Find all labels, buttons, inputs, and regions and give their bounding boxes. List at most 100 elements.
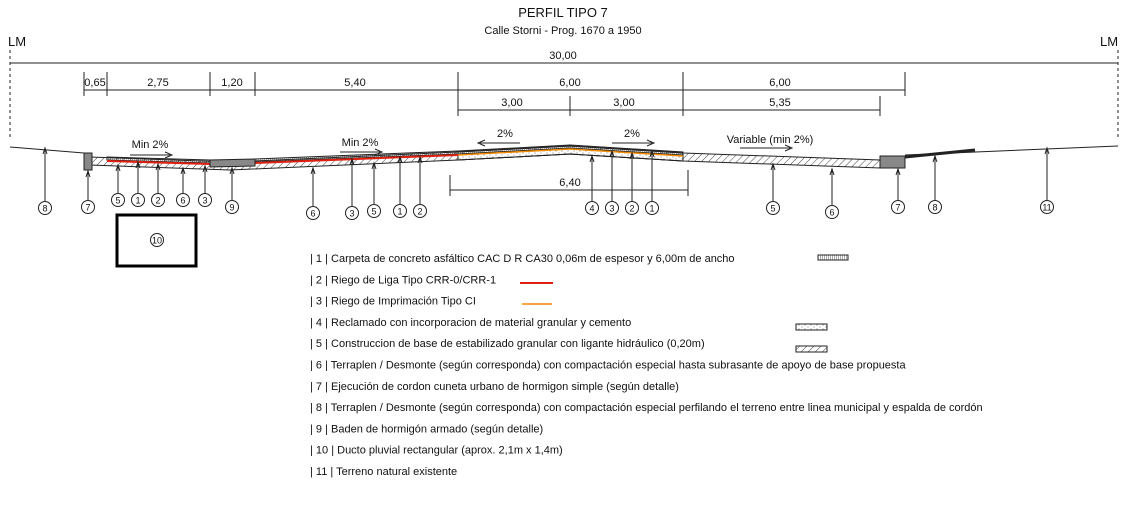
- dim: 5,40: [344, 77, 365, 89]
- callout-circle: [891, 200, 905, 214]
- leader-arrow: [229, 166, 235, 175]
- callout-circle: [81, 200, 95, 214]
- title: PERFIL TIPO 7: [518, 5, 608, 20]
- callout-circle: [645, 201, 659, 215]
- leader-arrow: [397, 155, 403, 164]
- dim: 6,40: [559, 177, 580, 189]
- legend-item: | 6 | Terraplen / Desmonte (según corres…: [310, 360, 906, 372]
- callout-label: 5: [770, 204, 775, 214]
- callout-label: 7: [85, 203, 90, 213]
- callout-label: 3: [202, 196, 207, 206]
- dim: 3,00: [501, 97, 522, 109]
- leader-arrow: [609, 149, 615, 158]
- callout-label: 3: [349, 209, 354, 219]
- leader-arrow: [932, 154, 938, 163]
- callout-label: 9: [229, 203, 234, 213]
- leader-arrow: [135, 160, 141, 169]
- callout-label: 8: [42, 204, 47, 214]
- leader-arrow: [1044, 146, 1050, 155]
- callout-circle: [766, 201, 780, 215]
- callout-circle: [306, 206, 320, 220]
- callout-circle: [1040, 200, 1054, 214]
- callout-label: 10: [152, 236, 162, 246]
- callout-label: 11: [1042, 203, 1051, 213]
- callout-circle: [393, 204, 407, 218]
- legend-item: | 3 | Riego de Imprimación Tipo CI: [310, 296, 476, 308]
- callout-label: 7: [895, 203, 900, 213]
- leader-arrow: [349, 157, 355, 166]
- road-profile: [9, 139, 1119, 268]
- legend-swatches: [520, 254, 849, 353]
- callout-circle: [38, 201, 52, 215]
- leader-arrow: [115, 163, 121, 172]
- leader-arrow: [649, 149, 655, 158]
- callout-label: 2: [417, 207, 422, 217]
- leader-arrow: [589, 154, 595, 163]
- leader-arrow: [895, 167, 901, 176]
- callout-circle: [825, 205, 839, 219]
- callout-circle: [151, 193, 165, 207]
- dim: 6,00: [769, 77, 790, 89]
- callout-circle: [176, 193, 190, 207]
- callout-label: 1: [649, 204, 654, 214]
- callout-label: 1: [397, 207, 402, 217]
- callout-circle: [367, 204, 381, 218]
- dim: 1,20: [221, 77, 242, 89]
- leader-arrow: [417, 155, 423, 164]
- leader-arrow: [629, 151, 635, 160]
- slope-label: 2%: [624, 128, 640, 140]
- callout-circle: [131, 193, 145, 207]
- callout-label: 6: [310, 209, 315, 219]
- callout-circle: [111, 193, 125, 207]
- dim: 5,35: [769, 97, 790, 109]
- callout-circle: [605, 201, 619, 215]
- callout-circle: [585, 201, 599, 215]
- dim-total: 30,00: [549, 50, 577, 62]
- legend-item: | 9 | Baden de hormigón armado (según de…: [310, 423, 543, 435]
- callout-circle: [198, 193, 212, 207]
- callout-circle: [413, 204, 427, 218]
- leader-arrow: [155, 162, 161, 171]
- subtitle: Calle Storni - Prog. 1670 a 1950: [484, 25, 641, 37]
- legend-item: | 11 | Terreno natural existente: [310, 466, 457, 478]
- legend-item: | 2 | Riego de Liga Tipo CRR-0/CRR-1: [310, 274, 496, 286]
- leader-arrow: [310, 166, 316, 175]
- lm-left: LM: [8, 34, 26, 49]
- dim: 3,00: [613, 97, 634, 109]
- slope-label: 2%: [497, 128, 513, 140]
- dim: 2,75: [147, 77, 168, 89]
- leader-arrow: [85, 169, 91, 178]
- callout-circle: [625, 201, 639, 215]
- callout-label: 6: [180, 196, 185, 206]
- callout-circle: [345, 206, 359, 220]
- legend-item: | 10 | Ducto pluvial rectangular (aprox.…: [310, 445, 563, 457]
- dim: 6,00: [559, 77, 580, 89]
- slope-label: Variable (min 2%): [727, 134, 814, 146]
- leader-arrow: [829, 167, 835, 176]
- lm-right: LM: [1100, 34, 1118, 49]
- callout-label: 4: [589, 204, 594, 214]
- callout-label: 5: [371, 207, 376, 217]
- legend-item: | 5 | Construccion de base de estabiliza…: [310, 338, 705, 350]
- leader-arrow: [180, 166, 186, 175]
- legend-item: | 4 | Reclamado con incorporacion de mat…: [310, 317, 631, 329]
- callout-label: 3: [609, 204, 614, 214]
- leader-arrow: [371, 161, 377, 170]
- slope-label: Min 2%: [342, 137, 379, 149]
- dimension-lines: [9, 50, 1119, 196]
- callout-circle: [150, 233, 164, 247]
- callout-label: 2: [155, 196, 160, 206]
- leader-arrow: [42, 146, 48, 155]
- legend-item: | 1 | Carpeta de concreto asfáltico CAC …: [310, 253, 735, 265]
- dim: 0,65: [84, 77, 105, 89]
- slope-label: Min 2%: [132, 139, 169, 151]
- callout-circle: [225, 200, 239, 214]
- callout-label: 2: [629, 204, 634, 214]
- leader-arrow: [202, 164, 208, 173]
- callout-label: 8: [932, 203, 937, 213]
- callout-label: 6: [829, 208, 834, 218]
- callout-label: 5: [115, 196, 120, 206]
- legend-item: | 8 | Terraplen / Desmonte (según corres…: [310, 402, 983, 414]
- callout-label: 1: [135, 196, 140, 206]
